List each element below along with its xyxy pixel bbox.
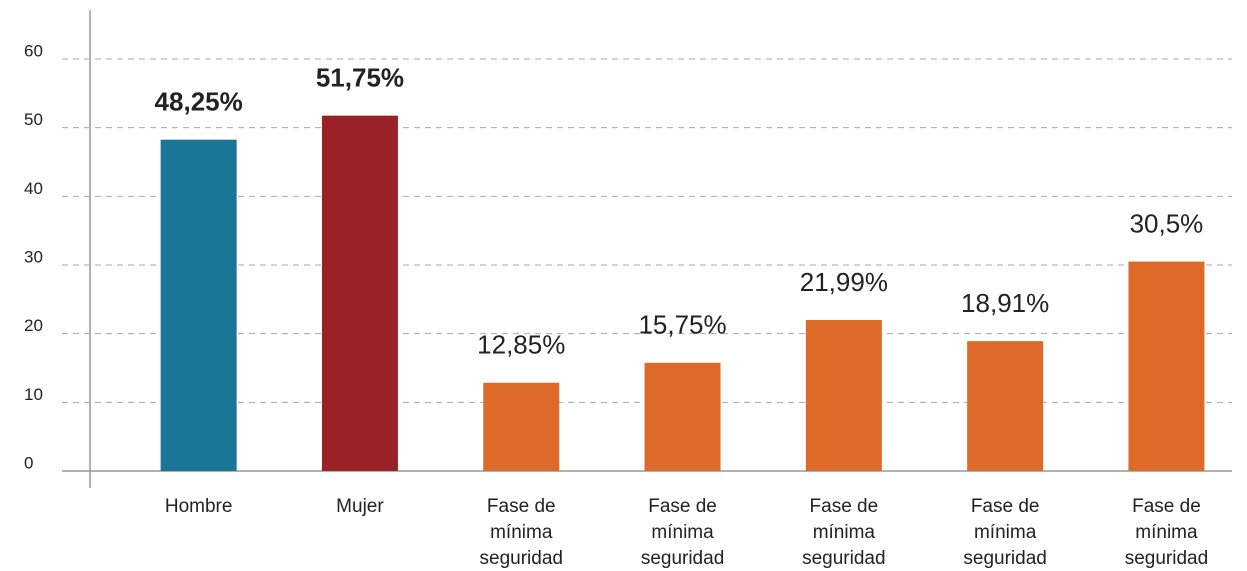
x-tick-label: Fase de mínima seguridad	[479, 496, 563, 569]
bar	[967, 341, 1044, 471]
x-tick-label: Fase de mínima seguridad	[1124, 496, 1209, 569]
y-tick-label: 60	[24, 41, 43, 60]
value-label: 30,5%	[1130, 208, 1204, 238]
value-label: 51,75%	[316, 63, 404, 93]
value-label: 18,91%	[961, 288, 1049, 318]
x-tick-label: Fase de mínima seguridad	[640, 496, 725, 569]
bar	[483, 382, 560, 471]
x-tick-label: Mujer	[336, 496, 384, 517]
value-label: 15,75%	[638, 310, 726, 340]
bar	[805, 320, 882, 471]
bar	[321, 115, 398, 472]
x-tick-label: Hombre	[164, 496, 233, 517]
bar	[160, 139, 237, 471]
y-tick-label: 40	[24, 179, 43, 198]
x-tick-label: Fase de mínima seguridad	[802, 496, 886, 569]
bar	[644, 362, 721, 471]
y-tick-label: 0	[24, 453, 33, 472]
value-label: 48,25%	[155, 87, 243, 117]
y-tick-label: 20	[24, 316, 43, 335]
y-tick-label: 30	[24, 247, 43, 266]
y-tick-label: 50	[24, 110, 43, 129]
value-label: 21,99%	[800, 267, 888, 297]
y-tick-label: 10	[24, 385, 43, 404]
x-tick-label: Fase de mínima seguridad	[963, 496, 1047, 569]
bar	[1128, 261, 1205, 471]
value-label: 12,85%	[477, 330, 565, 360]
